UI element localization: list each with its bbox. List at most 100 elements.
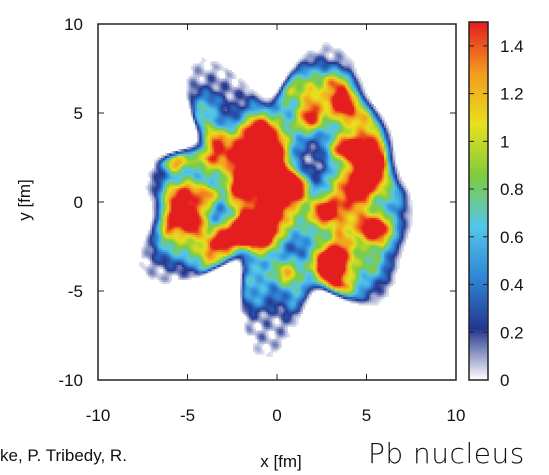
heatmap-cell (212, 168, 215, 171)
heatmap-cell (203, 127, 207, 131)
heatmap-cell (212, 225, 215, 229)
heatmap-cell (192, 97, 196, 101)
heatmap-cell (231, 114, 235, 118)
heatmap-cell (195, 161, 198, 165)
heatmap-cell (192, 116, 196, 120)
heatmap-cell (227, 240, 230, 244)
heatmap-cell (220, 142, 224, 146)
heatmap-cell (240, 93, 243, 97)
heatmap-cell (190, 260, 194, 263)
heatmap-cell (173, 151, 177, 154)
heatmap-cell (197, 234, 200, 238)
heatmap-cell (195, 110, 198, 114)
heatmap-cell (188, 262, 192, 265)
heatmap-cell (175, 157, 179, 161)
heatmap-cell (145, 247, 149, 250)
heatmap-cell (179, 270, 183, 274)
heatmap-cell (240, 277, 243, 280)
heatmap-cell (201, 121, 205, 124)
heatmap-cell (257, 247, 261, 250)
heatmap-cell (259, 332, 263, 336)
heatmap-cell (216, 123, 220, 127)
heatmap-cell (197, 166, 200, 169)
heatmap-cell (268, 264, 271, 268)
heatmap-cell (216, 221, 220, 225)
heatmap-cell (237, 208, 241, 212)
heatmap-cell (210, 251, 213, 255)
heatmap-cell (248, 140, 252, 144)
heatmap-cell (179, 174, 183, 178)
heatmap-cell (263, 285, 267, 289)
heatmap-cell (210, 91, 213, 95)
heatmap-cell (141, 247, 145, 250)
heatmap-cell (154, 260, 157, 263)
heatmap-cell (250, 324, 254, 327)
heatmap-cell (182, 219, 185, 223)
heatmap-cell (255, 200, 258, 203)
heatmap-cell (199, 202, 203, 206)
heatmap-cell (214, 121, 218, 124)
heatmap-cell (145, 272, 149, 276)
heatmap-cell (216, 153, 220, 156)
heatmap-cell (145, 238, 149, 242)
heatmap-cell (246, 247, 250, 250)
heatmap-cell (216, 148, 220, 152)
heatmap-cell (195, 168, 198, 171)
heatmap-cell (233, 140, 237, 144)
heatmap-cell (259, 281, 263, 285)
heatmap-cell (195, 198, 198, 201)
heatmap-cell (261, 108, 265, 112)
heatmap-cell (255, 351, 258, 355)
heatmap-cell (218, 127, 222, 131)
heatmap-cell (167, 163, 170, 167)
heatmap-cell (250, 112, 254, 116)
heatmap-cell (222, 131, 226, 135)
heatmap-cell (167, 221, 170, 225)
heatmap-cell (235, 210, 239, 214)
heatmap-cell (212, 260, 215, 263)
heatmap-cell (248, 311, 252, 315)
heatmap-cell (268, 354, 271, 357)
heatmap-cell (173, 272, 177, 276)
heatmap-cell (233, 127, 237, 131)
heatmap-cell (261, 242, 265, 246)
heatmap-cell (207, 82, 211, 86)
heatmap-cell (160, 202, 164, 206)
heatmap-cell (210, 114, 213, 118)
heatmap-cell (231, 129, 235, 133)
heatmap-cell (235, 219, 239, 223)
heatmap-cell (248, 108, 252, 112)
heatmap-cell (225, 144, 228, 148)
heatmap-cell (253, 95, 256, 99)
heatmap-cell (248, 262, 252, 265)
heatmap-cell (244, 142, 248, 146)
heatmap-cell (268, 215, 271, 218)
heatmap-cell (212, 166, 215, 169)
heatmap-cell (227, 230, 230, 233)
heatmap-cell (255, 247, 258, 250)
heatmap-cell (244, 127, 248, 131)
heatmap-cell (182, 172, 185, 176)
heatmap-cell (173, 264, 177, 268)
heatmap-cell (235, 159, 239, 163)
heatmap-cell (255, 336, 258, 340)
heatmap-cell (207, 172, 211, 176)
heatmap-cell (265, 97, 269, 101)
heatmap-cell (261, 249, 265, 253)
heatmap-cell (175, 202, 179, 206)
heatmap-cell (182, 161, 185, 165)
heatmap-cell (242, 236, 246, 240)
heatmap-cell (171, 253, 175, 257)
heatmap-cell (255, 279, 258, 282)
heatmap-cell (240, 119, 243, 122)
heatmap-cell (203, 193, 207, 197)
heatmap-cell (207, 240, 211, 244)
heatmap-cell (255, 108, 258, 112)
heatmap-cell (149, 232, 153, 235)
heatmap-cell (240, 151, 243, 154)
heatmap-cell (235, 232, 239, 235)
heatmap-cell (216, 178, 220, 182)
heatmap-cell (149, 277, 153, 280)
heatmap-cell (246, 93, 250, 97)
heatmap-cell (214, 67, 218, 71)
